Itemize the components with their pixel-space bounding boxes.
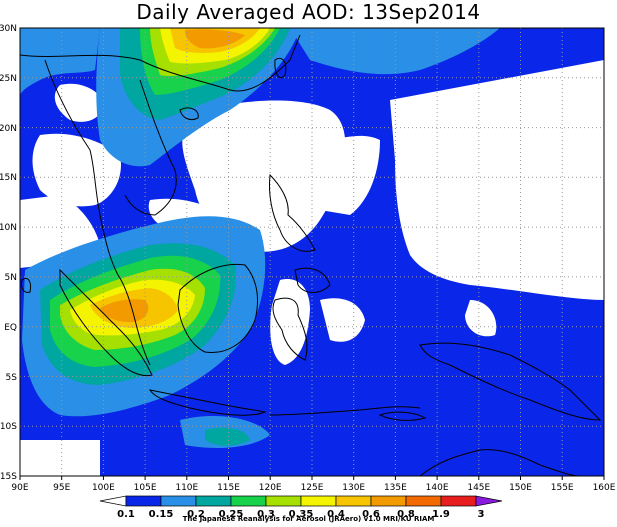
colorbar-swatch [125, 495, 162, 507]
colorbar-swatch [195, 495, 232, 507]
lat-label: 5N [5, 273, 17, 283]
lon-labels: 90E 95E 100E 105E 110E 115E 120E 125E 13… [11, 483, 615, 493]
colorbar-label: 0.15 [149, 509, 174, 520]
aod-low-pacific-east [390, 60, 604, 300]
aod-band-teal-java [205, 427, 250, 446]
tick-marks [19, 476, 605, 480]
coast-vietnam [124, 79, 177, 216]
coast-borneo [177, 263, 258, 354]
aod-band-lightblue-northeast [290, 28, 500, 75]
lon-label: 150E [509, 483, 532, 493]
lon-label: 130E [342, 483, 365, 493]
coast-sri-lanka [21, 277, 31, 293]
coast-mindanao [294, 267, 331, 293]
lon-label: 115E [217, 483, 240, 493]
colorbar-cap-left [99, 495, 127, 507]
colorbar-swatch [265, 495, 302, 507]
lon-label: 135E [384, 483, 407, 493]
colorbar [99, 495, 503, 507]
lon-label: 155E [551, 483, 574, 493]
coast-new-guinea [419, 342, 602, 421]
lon-label: 90E [11, 483, 28, 493]
colorbar-labels: 0.1 0.15 0.2 0.25 0.3 0.35 0.4 0.6 0.8 1… [117, 509, 484, 520]
aod-low-banda [320, 298, 365, 342]
colorbar-swatch [230, 495, 267, 507]
aod-band-orange-north [185, 29, 245, 49]
lon-label: 160E [593, 483, 616, 493]
lat-label: 15N [0, 173, 17, 183]
colorbar-swatch [405, 495, 442, 507]
source-credit: The Japanese Reanalysis for Aerosol (JRA… [182, 515, 435, 523]
lon-label: 110E [175, 483, 198, 493]
map-title: Daily Averaged AOD: 13Sep2014 [136, 0, 481, 24]
colorbar-label: 0.8 [397, 509, 415, 520]
lat-label: 30N [0, 24, 17, 34]
colorbar-label: 0.35 [289, 509, 314, 520]
coast-lesser-sunda [269, 406, 421, 416]
coastlines [20, 34, 602, 476]
lat-label: 5S [6, 373, 18, 383]
lon-label: 145E [467, 483, 490, 493]
colorbar-label: 3 [478, 509, 485, 520]
lon-label: 120E [259, 483, 282, 493]
lon-label: 95E [53, 483, 70, 493]
colorbar-label: 0.1 [117, 509, 135, 520]
aod-low-west-pacific [182, 100, 346, 252]
lon-label: 100E [92, 483, 115, 493]
aod-low-sulawesi [270, 279, 310, 365]
coast-timor [378, 411, 427, 421]
coast-hainan [179, 107, 199, 121]
colorbar-label: 0.25 [219, 509, 244, 520]
lat-label: 25N [0, 74, 17, 84]
coast-luzon [269, 173, 316, 252]
coast-australia [419, 449, 581, 476]
colorbar-cap-right [475, 495, 503, 507]
aod-low-indian-ocean-sw [20, 440, 100, 476]
colorbar-swatch [370, 495, 407, 507]
lon-label: 125E [301, 483, 324, 493]
coast-china [20, 34, 301, 92]
lat-label: 10S [0, 422, 17, 432]
colorbar-swatch [440, 495, 477, 507]
aod-band-orange [100, 299, 149, 323]
colorbar-swatch [335, 495, 372, 507]
lat-label: 15S [0, 472, 17, 482]
aod-low-timor-east [465, 300, 497, 337]
colorbar-swatch [160, 495, 197, 507]
coast-taiwan [274, 57, 287, 79]
coast-java [148, 389, 267, 416]
coast-indochina [44, 59, 151, 366]
coast-sulawesi [272, 297, 308, 361]
lon-label: 105E [134, 483, 157, 493]
lat-label: 10N [0, 223, 17, 233]
coast-sumatra [59, 268, 153, 377]
colorbar-label: 0.4 [327, 509, 345, 520]
colorbar-label: 1.9 [432, 509, 450, 520]
grid [20, 28, 604, 476]
colorbar-swatch [300, 495, 337, 507]
aod-low-pacific-north [300, 135, 380, 215]
lon-label: 140E [426, 483, 449, 493]
aod-low-indochina [32, 133, 121, 207]
colorbar-label: 0.6 [362, 509, 380, 520]
lat-label: EQ [4, 323, 17, 333]
lat-labels: 30N 25N 20N 15N 10N 5N EQ 5S 10S 15S [0, 24, 17, 482]
colorbar-label: 0.3 [257, 509, 275, 520]
lat-label: 20N [0, 124, 17, 134]
colorbar-label: 0.2 [187, 509, 205, 520]
